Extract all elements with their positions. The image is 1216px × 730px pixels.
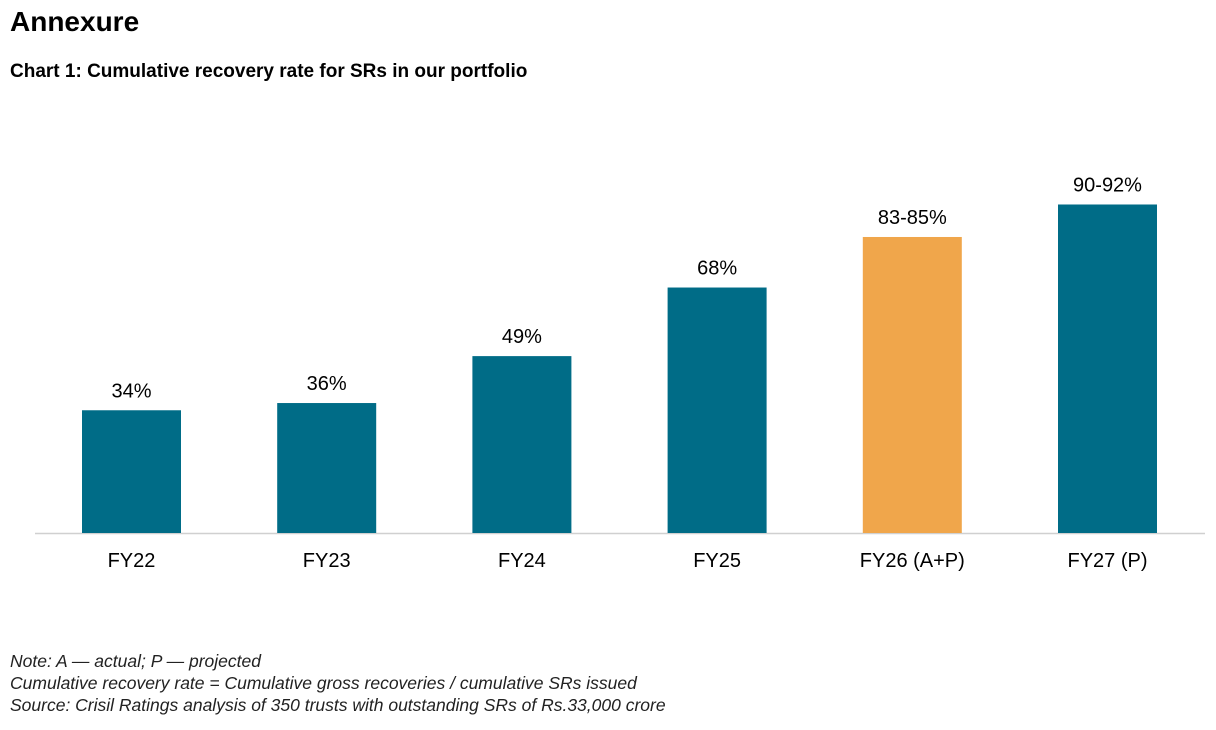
data-label: 68% xyxy=(697,258,737,280)
chart-title: Chart 1: Cumulative recovery rate for SR… xyxy=(10,61,528,82)
bar-fy25 xyxy=(667,287,767,533)
data-label: 36% xyxy=(307,373,347,395)
bar-fy22 xyxy=(82,410,181,533)
note-definition: Cumulative recovery rate = Cumulative gr… xyxy=(10,673,637,693)
bar-fy26-a-p xyxy=(862,236,962,534)
x-tick-label: FY25 xyxy=(693,550,741,572)
note-source: Source: Crisil Ratings analysis of 350 t… xyxy=(10,695,666,715)
bar-chart: 34% FY22 36% FY23 49% FY24 68% FY25 83-85% FY26 (… xyxy=(35,174,1205,572)
x-tick-label: FY22 xyxy=(108,550,156,572)
x-tick-label: FY23 xyxy=(303,550,351,572)
x-tick-label: FY24 xyxy=(498,550,546,572)
x-tick-label: FY26 (A+P) xyxy=(860,550,965,572)
note-line: Note: A — actual; P — projected xyxy=(10,651,261,671)
data-label: 49% xyxy=(502,326,542,348)
page-title: Annexure xyxy=(10,6,140,37)
x-tick-label: FY27 (P) xyxy=(1067,550,1147,572)
bar-fy23 xyxy=(277,403,377,533)
bar-fy27-p xyxy=(1058,204,1157,534)
bar-fy24 xyxy=(472,356,572,533)
data-label: 83-85% xyxy=(878,207,947,229)
data-label: 34% xyxy=(111,380,151,402)
data-label: 90-92% xyxy=(1073,174,1142,196)
chart-notes: Note: A — actual; P — projected Cumulati… xyxy=(10,650,666,716)
